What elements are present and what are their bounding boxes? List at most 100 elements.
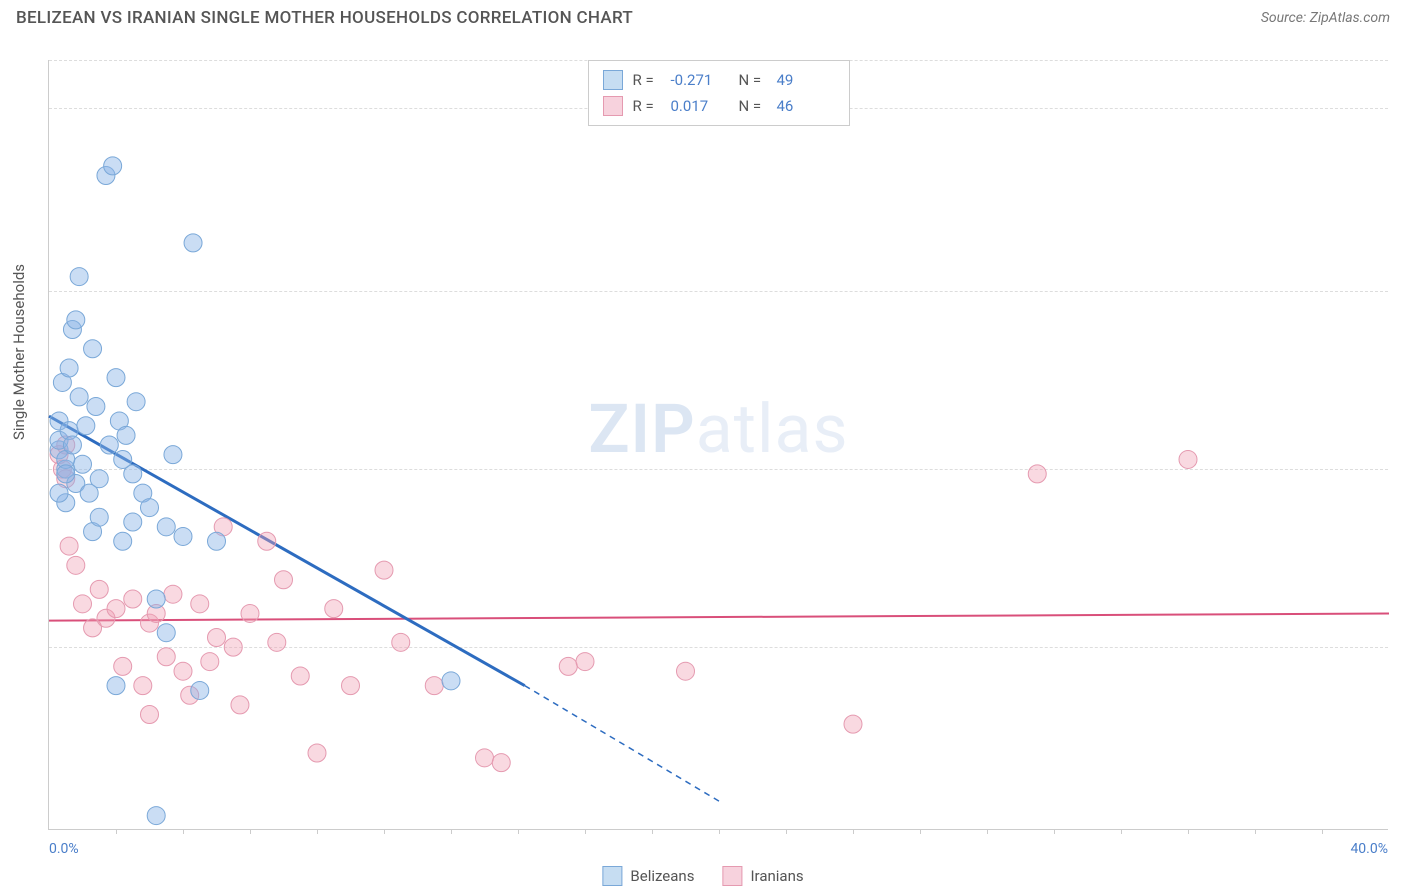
x-tick xyxy=(518,829,519,834)
chart-title: BELIZEAN VS IRANIAN SINGLE MOTHER HOUSEH… xyxy=(16,8,633,28)
x-tick xyxy=(652,829,653,834)
point-belizeans xyxy=(70,388,88,406)
point-belizeans xyxy=(114,532,132,550)
point-iranians xyxy=(90,580,108,598)
x-axis-max-label: 40.0% xyxy=(1350,841,1388,857)
r-value-iranians: 0.017 xyxy=(671,97,729,115)
point-belizeans xyxy=(100,436,118,454)
y-tick-label: 15.0% xyxy=(1394,100,1406,116)
x-tick xyxy=(1322,829,1323,834)
point-belizeans xyxy=(107,677,125,695)
x-tick xyxy=(987,829,988,834)
point-iranians xyxy=(291,667,309,685)
legend-label-iranians: Iranians xyxy=(750,867,803,885)
point-belizeans xyxy=(117,426,135,444)
n-label: N = xyxy=(739,71,767,89)
point-belizeans xyxy=(164,446,182,464)
point-iranians xyxy=(201,653,219,671)
scatter-points xyxy=(50,157,1197,825)
x-axis-min-label: 0.0% xyxy=(49,841,79,857)
point-iranians xyxy=(141,706,159,724)
point-belizeans xyxy=(90,508,108,526)
n-label: N = xyxy=(739,97,767,115)
legend-row-iranians: R = 0.017 N = 46 xyxy=(603,93,835,119)
point-iranians xyxy=(157,648,175,666)
point-iranians xyxy=(231,696,249,714)
x-tick xyxy=(116,829,117,834)
chart-header: BELIZEAN VS IRANIAN SINGLE MOTHER HOUSEH… xyxy=(0,0,1406,32)
point-belizeans xyxy=(74,455,92,473)
point-belizeans xyxy=(63,436,81,454)
point-belizeans xyxy=(191,681,209,699)
point-belizeans xyxy=(104,157,122,175)
point-belizeans xyxy=(77,417,95,435)
point-iranians xyxy=(844,715,862,733)
x-tick xyxy=(786,829,787,834)
point-iranians xyxy=(258,532,276,550)
point-belizeans xyxy=(87,398,105,416)
swatch-belizeans-icon xyxy=(602,866,622,886)
point-belizeans xyxy=(90,470,108,488)
source-name: ZipAtlas.com xyxy=(1310,10,1390,26)
swatch-iranians-icon xyxy=(722,866,742,886)
point-belizeans xyxy=(70,268,88,286)
point-belizeans xyxy=(208,532,226,550)
y-tick-label: 7.5% xyxy=(1394,461,1406,477)
point-iranians xyxy=(134,677,152,695)
point-iranians xyxy=(268,633,286,651)
x-tick xyxy=(384,829,385,834)
x-tick xyxy=(585,829,586,834)
point-iranians xyxy=(60,537,78,555)
point-belizeans xyxy=(157,624,175,642)
r-value-belizeans: -0.271 xyxy=(671,71,729,89)
n-value-belizeans: 49 xyxy=(777,71,835,89)
series-legend: Belizeans Iranians xyxy=(602,866,803,886)
point-belizeans xyxy=(50,484,68,502)
swatch-iranians-icon xyxy=(603,96,623,116)
point-iranians xyxy=(275,571,293,589)
point-belizeans xyxy=(124,513,142,531)
r-label: R = xyxy=(633,71,661,89)
legend-label-belizeans: Belizeans xyxy=(630,867,694,885)
point-belizeans xyxy=(141,499,159,517)
point-iranians xyxy=(342,677,360,695)
source-prefix: Source: xyxy=(1261,10,1310,26)
point-iranians xyxy=(308,744,326,762)
x-tick xyxy=(1054,829,1055,834)
legend-item-belizeans: Belizeans xyxy=(602,866,694,886)
point-iranians xyxy=(375,561,393,579)
legend-item-iranians: Iranians xyxy=(722,866,803,886)
x-tick xyxy=(183,829,184,834)
x-tick xyxy=(451,829,452,834)
x-tick xyxy=(1121,829,1122,834)
point-iranians xyxy=(559,657,577,675)
point-iranians xyxy=(476,749,494,767)
point-belizeans xyxy=(67,311,85,329)
plot-area: ZIPatlas 3.8%7.5%11.2%15.0% 0.0% 40.0% R… xyxy=(48,60,1388,830)
point-iranians xyxy=(124,590,142,608)
x-tick xyxy=(853,829,854,834)
point-iranians xyxy=(241,604,259,622)
chart-source: Source: ZipAtlas.com xyxy=(1261,10,1390,26)
point-iranians xyxy=(1179,450,1197,468)
point-iranians xyxy=(492,754,510,772)
point-iranians xyxy=(107,600,125,618)
point-belizeans xyxy=(174,527,192,545)
point-belizeans xyxy=(57,465,75,483)
x-tick xyxy=(250,829,251,834)
point-iranians xyxy=(425,677,443,695)
point-iranians xyxy=(576,653,594,671)
x-tick xyxy=(1188,829,1189,834)
point-iranians xyxy=(67,556,85,574)
plot-svg xyxy=(49,60,1388,829)
y-axis-title: Single Mother Households xyxy=(10,264,28,440)
point-iranians xyxy=(1028,465,1046,483)
x-tick xyxy=(1255,829,1256,834)
point-belizeans xyxy=(157,518,175,536)
x-tick xyxy=(920,829,921,834)
point-iranians xyxy=(208,629,226,647)
point-iranians xyxy=(191,595,209,613)
point-iranians xyxy=(224,638,242,656)
x-tick xyxy=(719,829,720,834)
point-iranians xyxy=(74,595,92,613)
